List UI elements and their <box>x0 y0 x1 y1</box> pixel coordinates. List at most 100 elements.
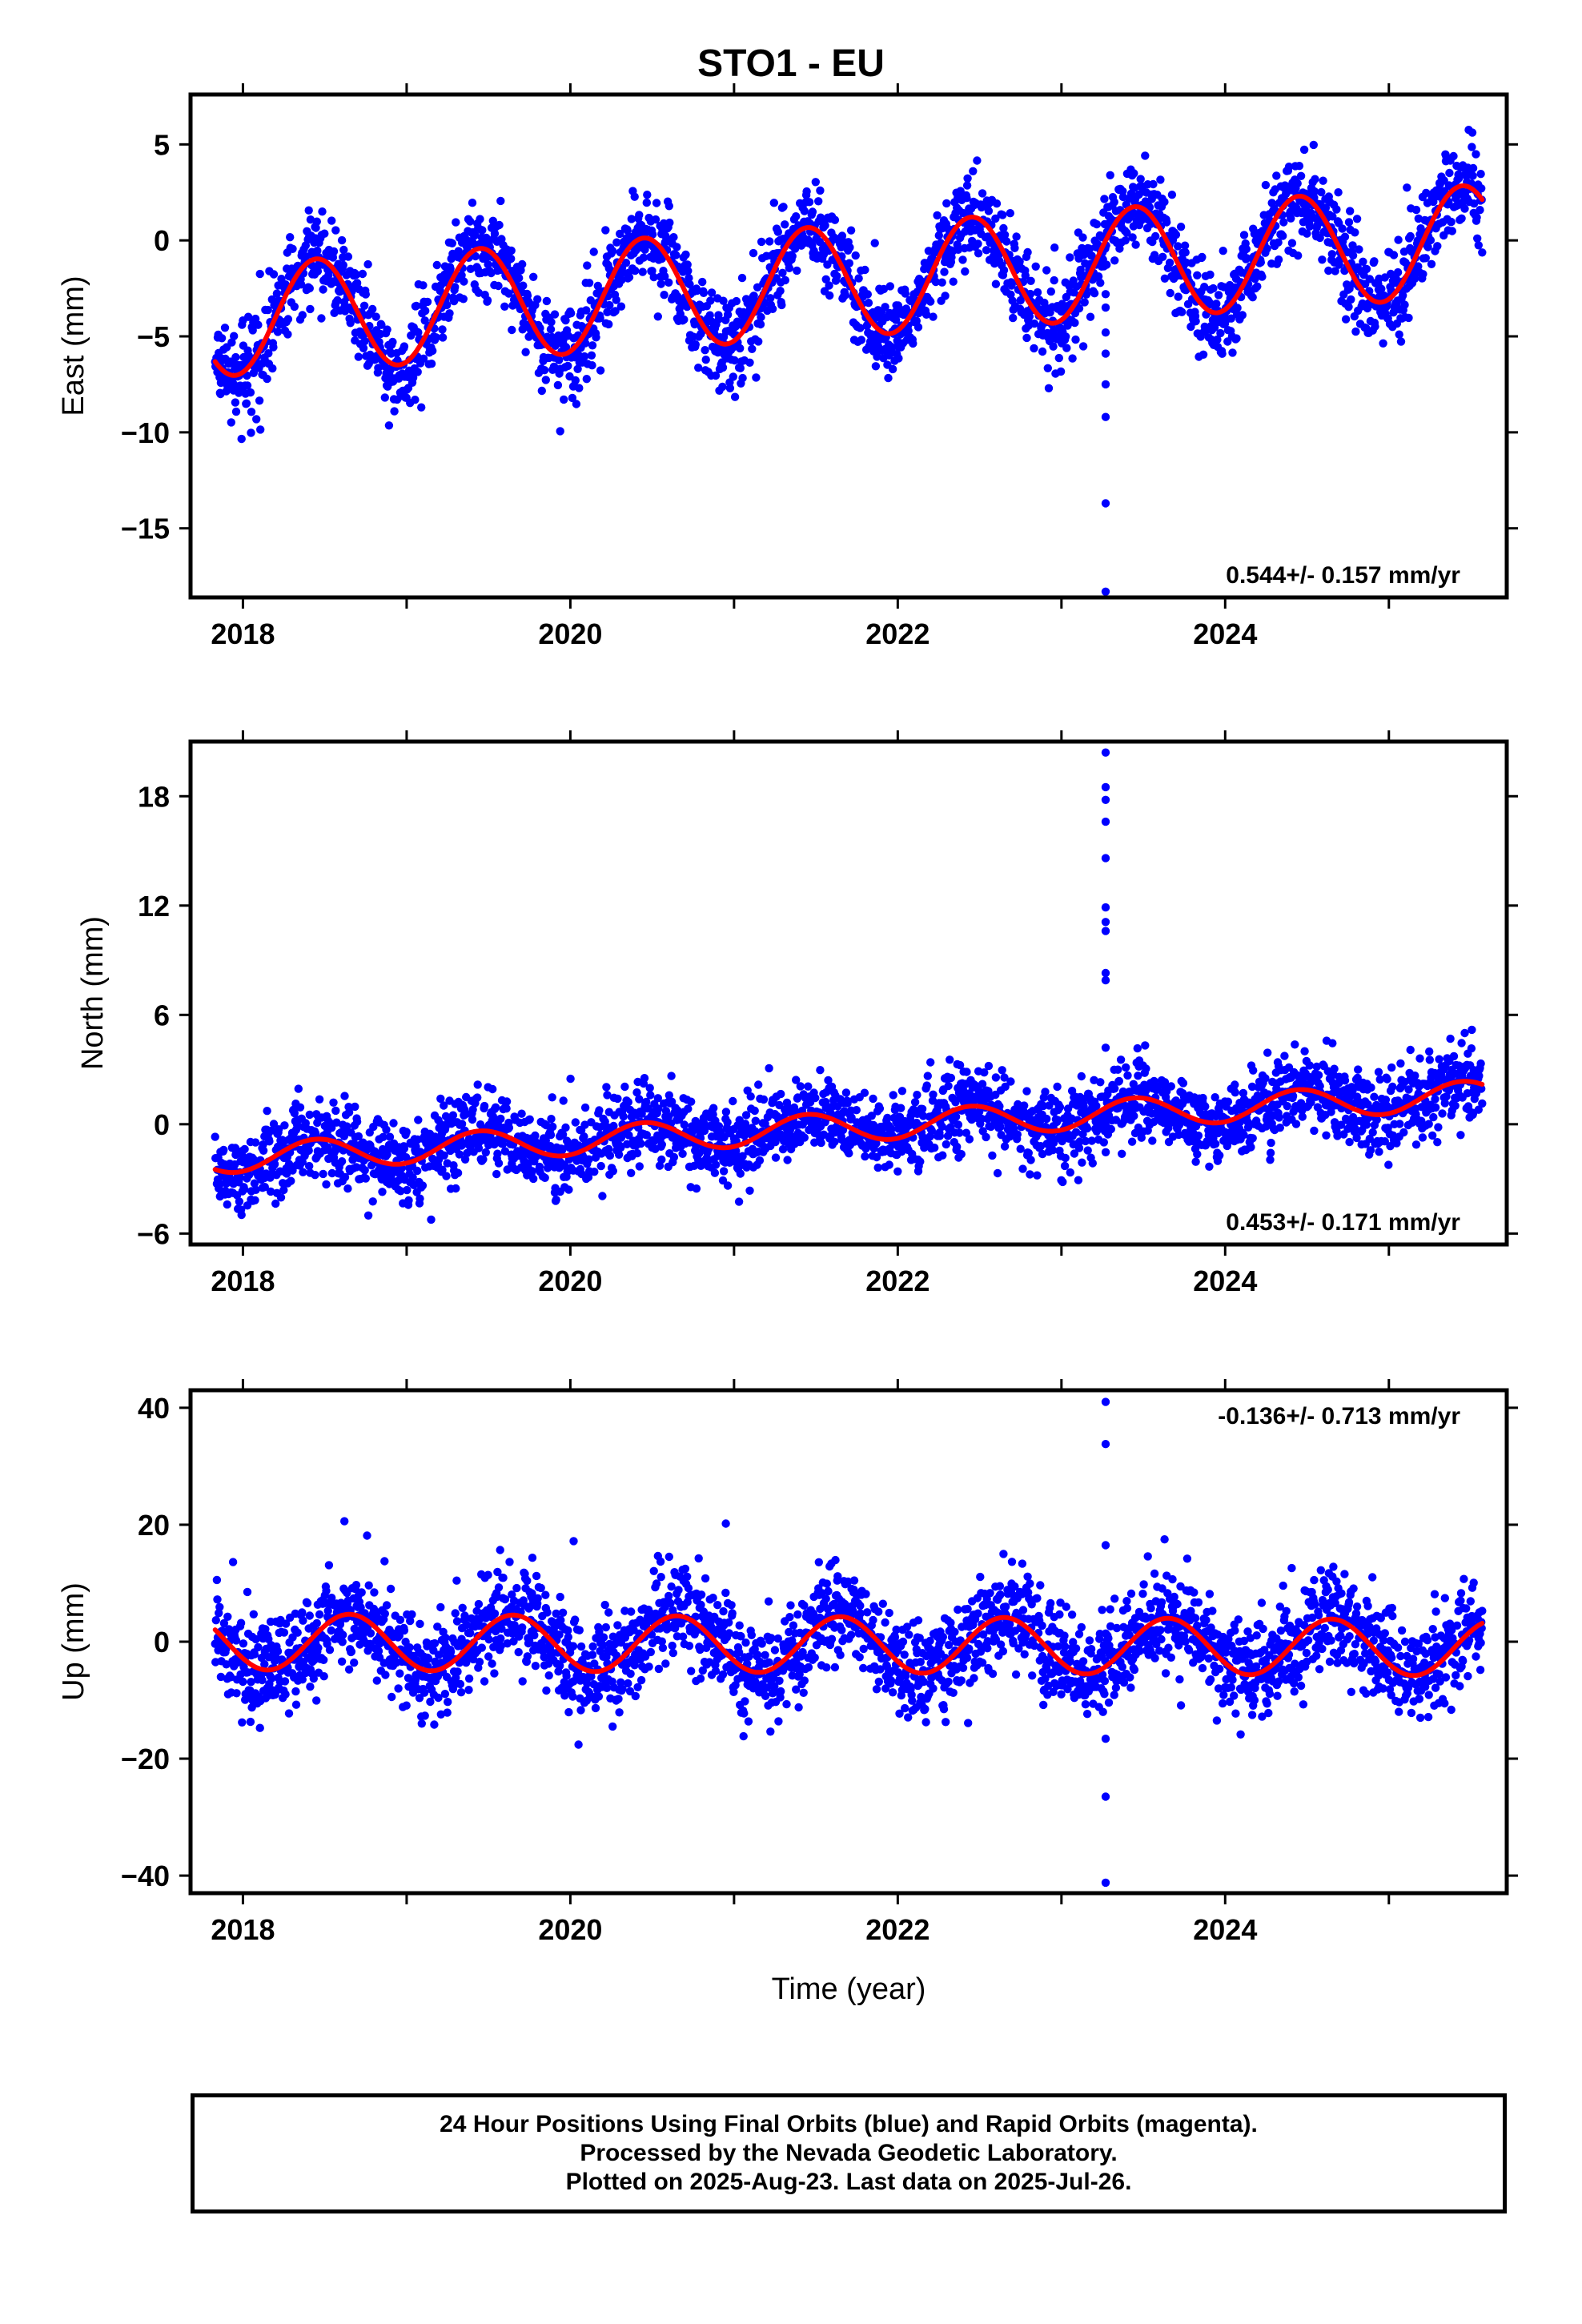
data-point <box>1233 304 1242 312</box>
data-point <box>723 1181 733 1190</box>
data-point <box>306 215 315 224</box>
data-point <box>1099 1138 1109 1147</box>
data-point <box>991 1073 1001 1082</box>
data-point <box>584 279 594 287</box>
data-point <box>639 253 648 262</box>
data-point <box>982 246 991 255</box>
data-point <box>547 1115 556 1124</box>
data-point <box>624 1098 632 1107</box>
data-point <box>624 273 634 282</box>
data-point <box>783 1156 792 1164</box>
data-point <box>769 199 778 207</box>
data-point <box>496 1114 505 1124</box>
data-point <box>312 217 321 226</box>
data-point <box>1300 1047 1309 1055</box>
data-point <box>1206 270 1215 279</box>
data-point <box>1211 1140 1220 1148</box>
data-point <box>811 1093 820 1103</box>
data-point <box>360 1166 369 1175</box>
data-point <box>1478 248 1487 257</box>
data-point <box>440 1151 448 1160</box>
data-point <box>333 296 342 305</box>
data-point <box>1181 248 1190 257</box>
data-point <box>669 233 678 242</box>
data-point <box>1071 335 1080 344</box>
data-point <box>706 296 715 305</box>
data-point <box>423 297 432 307</box>
data-point <box>1022 333 1031 343</box>
data-point <box>1050 275 1058 285</box>
data-point <box>1030 344 1038 353</box>
data-point <box>1433 242 1442 251</box>
data-point <box>609 1121 618 1131</box>
data-point <box>962 194 971 203</box>
data-point <box>346 319 355 328</box>
data-point <box>368 1197 377 1206</box>
data-point <box>1311 175 1319 183</box>
data-point <box>1171 230 1181 239</box>
data-point <box>1470 199 1479 208</box>
data-point <box>1033 1171 1042 1180</box>
data-point <box>821 221 829 230</box>
data-point <box>466 217 475 226</box>
data-point <box>1305 222 1315 231</box>
data-point <box>691 340 700 349</box>
data-point <box>710 1168 720 1177</box>
data-point <box>845 259 854 267</box>
data-point <box>452 1184 460 1193</box>
data-point <box>1006 1077 1015 1086</box>
data-point <box>841 291 850 300</box>
data-point <box>547 318 556 327</box>
data-point <box>243 381 252 390</box>
data-point <box>1476 206 1484 215</box>
chart-title: STO1 - EU <box>697 42 885 85</box>
data-point <box>734 1197 744 1206</box>
data-point <box>255 269 264 279</box>
data-point <box>479 1155 488 1164</box>
data-point <box>263 305 272 315</box>
data-point <box>568 393 577 403</box>
data-point <box>1178 1079 1188 1088</box>
data-point <box>1340 232 1350 241</box>
data-point <box>665 218 674 227</box>
data-point <box>1242 244 1251 254</box>
data-point <box>383 1150 391 1159</box>
data-point <box>1118 1149 1126 1159</box>
data-point <box>788 251 797 261</box>
data-point <box>846 226 856 235</box>
data-point <box>1165 258 1174 267</box>
data-point <box>463 1148 472 1158</box>
data-point <box>263 1107 271 1116</box>
data-point <box>673 243 681 251</box>
data-point <box>1062 344 1071 352</box>
data-point <box>519 281 528 290</box>
data-point <box>473 1093 482 1102</box>
data-point <box>1086 312 1095 321</box>
data-point <box>845 243 854 252</box>
data-point <box>1096 1078 1105 1087</box>
data-point <box>1106 171 1114 179</box>
data-point <box>418 1181 428 1190</box>
data-point <box>603 308 612 316</box>
data-point <box>922 1081 931 1090</box>
data-point <box>1088 1159 1098 1168</box>
data-point <box>757 312 765 322</box>
data-point <box>235 1173 245 1182</box>
data-point <box>403 1185 412 1195</box>
data-point <box>694 364 703 372</box>
data-point <box>1468 143 1476 151</box>
data-point <box>998 211 1007 219</box>
data-point <box>466 264 475 273</box>
data-point <box>1056 367 1066 376</box>
data-point <box>926 297 935 306</box>
data-point <box>653 312 662 321</box>
data-point <box>1191 316 1200 326</box>
data-point <box>564 361 572 371</box>
data-point <box>781 220 789 229</box>
data-point <box>875 1104 885 1113</box>
data-point <box>1044 384 1054 392</box>
data-point <box>1447 227 1457 235</box>
data-point <box>1174 242 1182 251</box>
data-point <box>589 247 598 256</box>
data-point <box>351 1102 359 1112</box>
